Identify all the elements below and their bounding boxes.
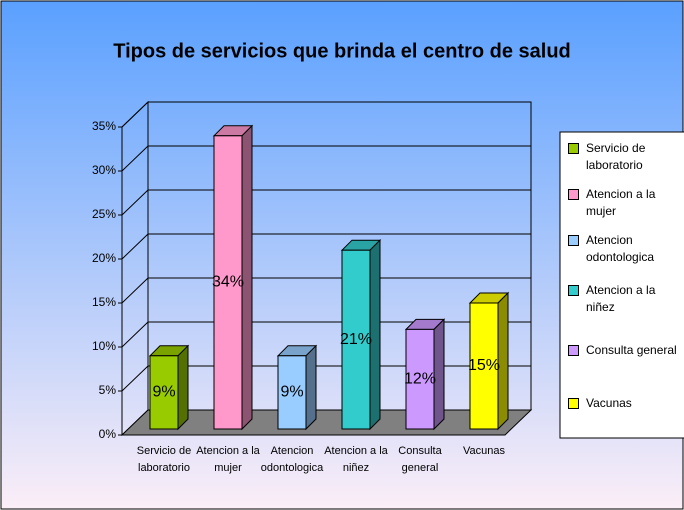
y-tick-label: 5% (99, 383, 117, 397)
data-label: 21% (340, 331, 372, 348)
legend-swatch (568, 189, 579, 200)
x-tick-label: Vacunas (463, 445, 505, 457)
data-label: 34% (212, 274, 244, 291)
legend-swatch (568, 398, 579, 409)
grid-line (121, 277, 149, 304)
legend-label: Atencion odontologica (586, 233, 655, 264)
bar-side (177, 344, 189, 431)
grid-line (121, 233, 149, 260)
grid-line (121, 189, 149, 216)
data-label: 15% (468, 357, 500, 374)
y-tick-label: 0% (99, 427, 117, 441)
legend-swatch (568, 143, 579, 154)
x-tick-label: Consulta general (398, 445, 442, 474)
legend-label: Atencion a la mujer (586, 187, 656, 218)
bar (341, 249, 371, 430)
grid-line (121, 145, 149, 172)
y-tick-label: 20% (92, 251, 116, 265)
y-tick-label: 35% (92, 119, 116, 133)
y-tick-label: 30% (92, 163, 116, 177)
data-label: 9% (152, 384, 175, 401)
bar (213, 135, 243, 430)
grid-line (121, 365, 149, 392)
legend-swatch (568, 235, 579, 246)
legend-swatch (568, 345, 579, 356)
legend-swatch (568, 285, 579, 296)
bar (405, 328, 435, 430)
data-label: 9% (280, 384, 303, 401)
legend-label: Vacunas (586, 396, 632, 410)
chart-title: Tipos de servicios que brinda el centro … (113, 40, 571, 62)
y-tick-label: 10% (92, 339, 116, 353)
x-tick-label: Atencion a la mujer (196, 445, 260, 474)
legend-label: Atencion a la niñez (586, 283, 656, 314)
x-tick-label: Atencion a la niñez (324, 445, 388, 474)
grid-line (121, 101, 149, 128)
legend-box (559, 131, 684, 439)
y-tick-label: 15% (92, 295, 116, 309)
x-tick-label: Atencion odontologica (260, 445, 324, 474)
bar (149, 355, 179, 430)
y-tick-label: 25% (92, 207, 116, 221)
legend-label: Consulta general (586, 343, 677, 357)
grid-line (121, 321, 149, 348)
bar (277, 355, 307, 430)
bar-side (305, 344, 317, 431)
legend-label: Servicio de laboratorio (586, 141, 646, 172)
x-tick-label: Servicio de laboratorio (136, 445, 192, 474)
data-label: 12% (404, 370, 436, 387)
bar (469, 302, 499, 430)
